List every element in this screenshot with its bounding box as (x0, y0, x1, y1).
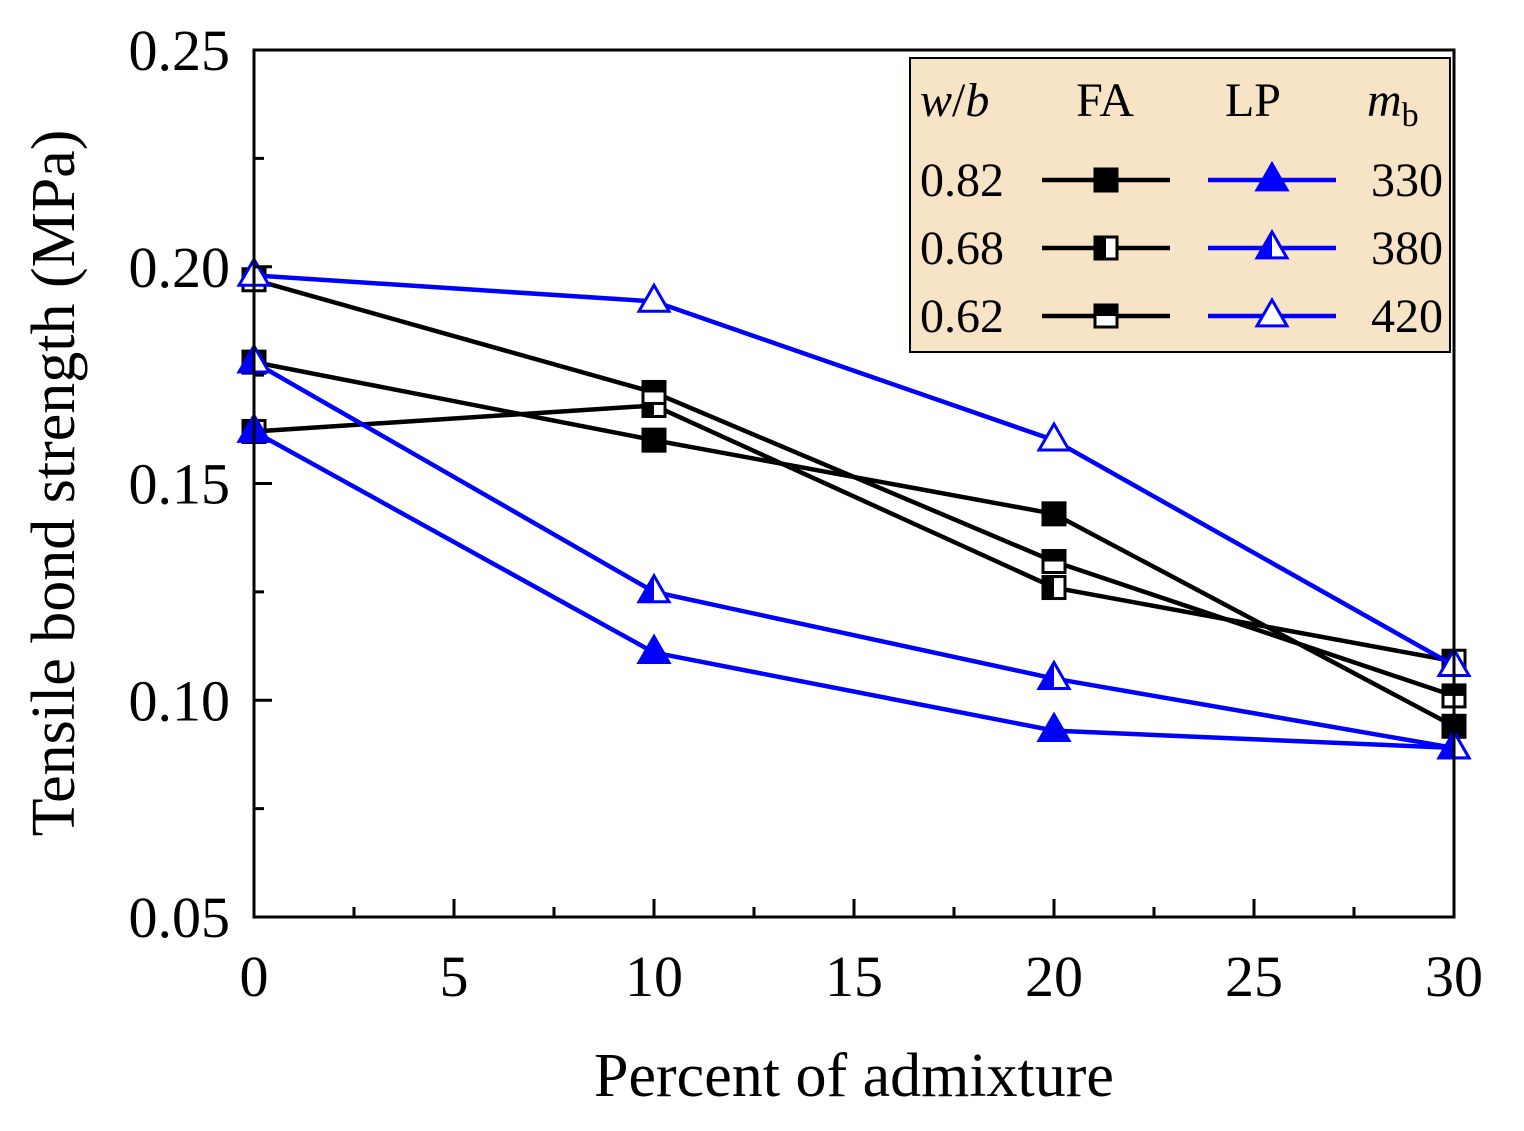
legend-fa-marker (1093, 167, 1119, 193)
marker-bg (639, 285, 669, 312)
x-axis-title: Percent of admixture (594, 1042, 1114, 1110)
marker-outline (641, 379, 667, 405)
legend-wb-0.68: 0.68 (920, 222, 1004, 275)
legend-lp-marker (1254, 228, 1290, 260)
marker-fill (643, 394, 654, 417)
data-point (636, 633, 672, 664)
marker-outline (641, 427, 667, 453)
marker-outline (1041, 575, 1067, 601)
marker-fill (1095, 305, 1117, 316)
marker-fill (1095, 169, 1117, 191)
y-tick-label: 0.20 (129, 235, 231, 300)
y-tick-label: 0.15 (129, 452, 231, 517)
legend-wb-0.62: 0.62 (920, 290, 1004, 343)
legend-header-fa: FA (1076, 74, 1134, 127)
data-point (641, 427, 667, 453)
legend-mb-380: 380 (1371, 222, 1443, 275)
data-point (1041, 549, 1067, 575)
legend-header-lp: LP (1225, 74, 1281, 127)
data-point (636, 572, 672, 604)
y-axis-title: Tensile bond strength (MPa) (20, 130, 88, 837)
marker-fill (1043, 550, 1065, 562)
series-line (252, 429, 1455, 751)
marker-bg (1039, 424, 1069, 451)
marker-outline (1036, 421, 1072, 452)
series-line (253, 403, 1455, 664)
data-point (1036, 711, 1072, 742)
marker-fill (1043, 502, 1065, 525)
legend-box (909, 57, 1451, 353)
x-tick-label: 25 (1225, 944, 1283, 1009)
series-FA-1 (241, 392, 1467, 674)
data-point (1041, 501, 1067, 527)
marker-outline (636, 572, 672, 604)
x-tick-label: 20 (1025, 944, 1083, 1009)
y-tick-label: 0.05 (129, 885, 231, 950)
y-tick-label: 0.10 (129, 668, 231, 733)
legend-lp-marker (1254, 296, 1290, 328)
marker-fill (1095, 237, 1106, 259)
marker-outline (1254, 296, 1290, 328)
legend-header-mb: mb (1367, 74, 1419, 134)
marker-fill (639, 636, 669, 663)
legend-fa-marker (1093, 235, 1119, 261)
series-LP-4 (236, 342, 1472, 760)
marker-outline (1254, 160, 1290, 192)
data-point (636, 282, 672, 313)
series-FA-0 (241, 349, 1467, 739)
data-point (641, 379, 667, 405)
marker-outline (1036, 711, 1072, 742)
marker-fill (1043, 576, 1054, 599)
data-point (1036, 659, 1072, 690)
legend-wb-0.82: 0.82 (920, 154, 1004, 207)
marker-outline (1093, 167, 1119, 193)
marker-outline (1093, 303, 1119, 329)
series-line (252, 360, 1455, 751)
series-line (253, 359, 1456, 729)
marker-outline (1093, 235, 1119, 261)
data-point (1041, 575, 1067, 601)
legend-samples (1042, 160, 1336, 329)
marker-outline (1041, 549, 1067, 575)
x-tick-label: 30 (1425, 944, 1483, 1009)
legend: w/b FA LP mb 0.82 0.68 0.62 330 380 420 (909, 57, 1451, 353)
y-tick-label: 0.25 (129, 18, 231, 83)
x-tick-label: 15 (825, 944, 883, 1009)
data-point (1036, 421, 1072, 452)
marker-fill (643, 381, 665, 393)
axis-ticks: 0 5 10 15 20 25 30 0.05 0.10 0.15 0.20 0.25 (129, 18, 1484, 1009)
series-line (253, 277, 1455, 699)
marker-outline (636, 633, 672, 664)
marker-outline (636, 282, 672, 313)
marker-outline (1036, 659, 1072, 690)
x-tick-label: 0 (240, 944, 269, 1009)
x-tick-label: 5 (440, 944, 469, 1009)
marker-bg (1257, 299, 1287, 326)
marker-fill (643, 429, 665, 452)
legend-header-wb: w/b (920, 74, 989, 127)
x-tick-label: 10 (625, 944, 683, 1009)
legend-lp-marker (1254, 160, 1290, 192)
marker-fill (1257, 163, 1287, 190)
legend-fa-marker (1093, 303, 1119, 329)
marker-outline (1041, 501, 1067, 527)
legend-mb-420: 420 (1371, 290, 1443, 343)
legend-mb-330: 330 (1371, 154, 1443, 207)
series-line (253, 273, 1456, 668)
marker-fill (1039, 714, 1069, 741)
marker-outline (1254, 228, 1290, 260)
series-LP-3 (236, 412, 1472, 760)
